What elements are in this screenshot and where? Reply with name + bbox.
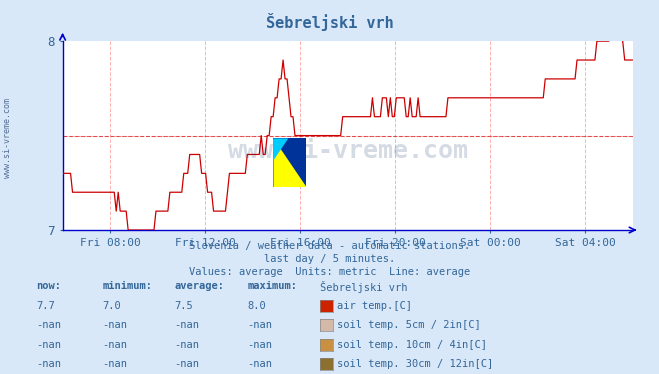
Polygon shape bbox=[273, 138, 306, 187]
Text: soil temp. 5cm / 2in[C]: soil temp. 5cm / 2in[C] bbox=[337, 320, 481, 330]
Text: -nan: -nan bbox=[247, 320, 272, 330]
Text: -nan: -nan bbox=[247, 359, 272, 369]
Text: -nan: -nan bbox=[36, 340, 61, 350]
Text: soil temp. 30cm / 12in[C]: soil temp. 30cm / 12in[C] bbox=[337, 359, 494, 369]
Text: last day / 5 minutes.: last day / 5 minutes. bbox=[264, 254, 395, 264]
Text: Šebreljski vrh: Šebreljski vrh bbox=[266, 13, 393, 31]
Text: average:: average: bbox=[175, 281, 225, 291]
Text: -nan: -nan bbox=[175, 340, 200, 350]
Text: Šebreljski vrh: Šebreljski vrh bbox=[320, 281, 407, 293]
Text: -nan: -nan bbox=[175, 320, 200, 330]
Text: 7.5: 7.5 bbox=[175, 301, 193, 311]
Text: 7.0: 7.0 bbox=[102, 301, 121, 311]
Text: Values: average  Units: metric  Line: average: Values: average Units: metric Line: aver… bbox=[189, 267, 470, 278]
Text: -nan: -nan bbox=[247, 340, 272, 350]
Text: maximum:: maximum: bbox=[247, 281, 297, 291]
Text: Slovenia / weather data - automatic stations.: Slovenia / weather data - automatic stat… bbox=[189, 241, 470, 251]
Text: soil temp. 10cm / 4in[C]: soil temp. 10cm / 4in[C] bbox=[337, 340, 488, 350]
Polygon shape bbox=[273, 138, 306, 187]
Polygon shape bbox=[273, 138, 289, 160]
Text: -nan: -nan bbox=[102, 340, 127, 350]
Text: -nan: -nan bbox=[175, 359, 200, 369]
Text: 8.0: 8.0 bbox=[247, 301, 266, 311]
Text: -nan: -nan bbox=[102, 320, 127, 330]
Text: now:: now: bbox=[36, 281, 61, 291]
Text: minimum:: minimum: bbox=[102, 281, 152, 291]
Text: air temp.[C]: air temp.[C] bbox=[337, 301, 413, 311]
Text: -nan: -nan bbox=[36, 359, 61, 369]
Text: www.si-vreme.com: www.si-vreme.com bbox=[3, 98, 13, 178]
Text: -nan: -nan bbox=[36, 320, 61, 330]
Text: -nan: -nan bbox=[102, 359, 127, 369]
Text: www.si-vreme.com: www.si-vreme.com bbox=[227, 139, 468, 163]
Text: 7.7: 7.7 bbox=[36, 301, 55, 311]
